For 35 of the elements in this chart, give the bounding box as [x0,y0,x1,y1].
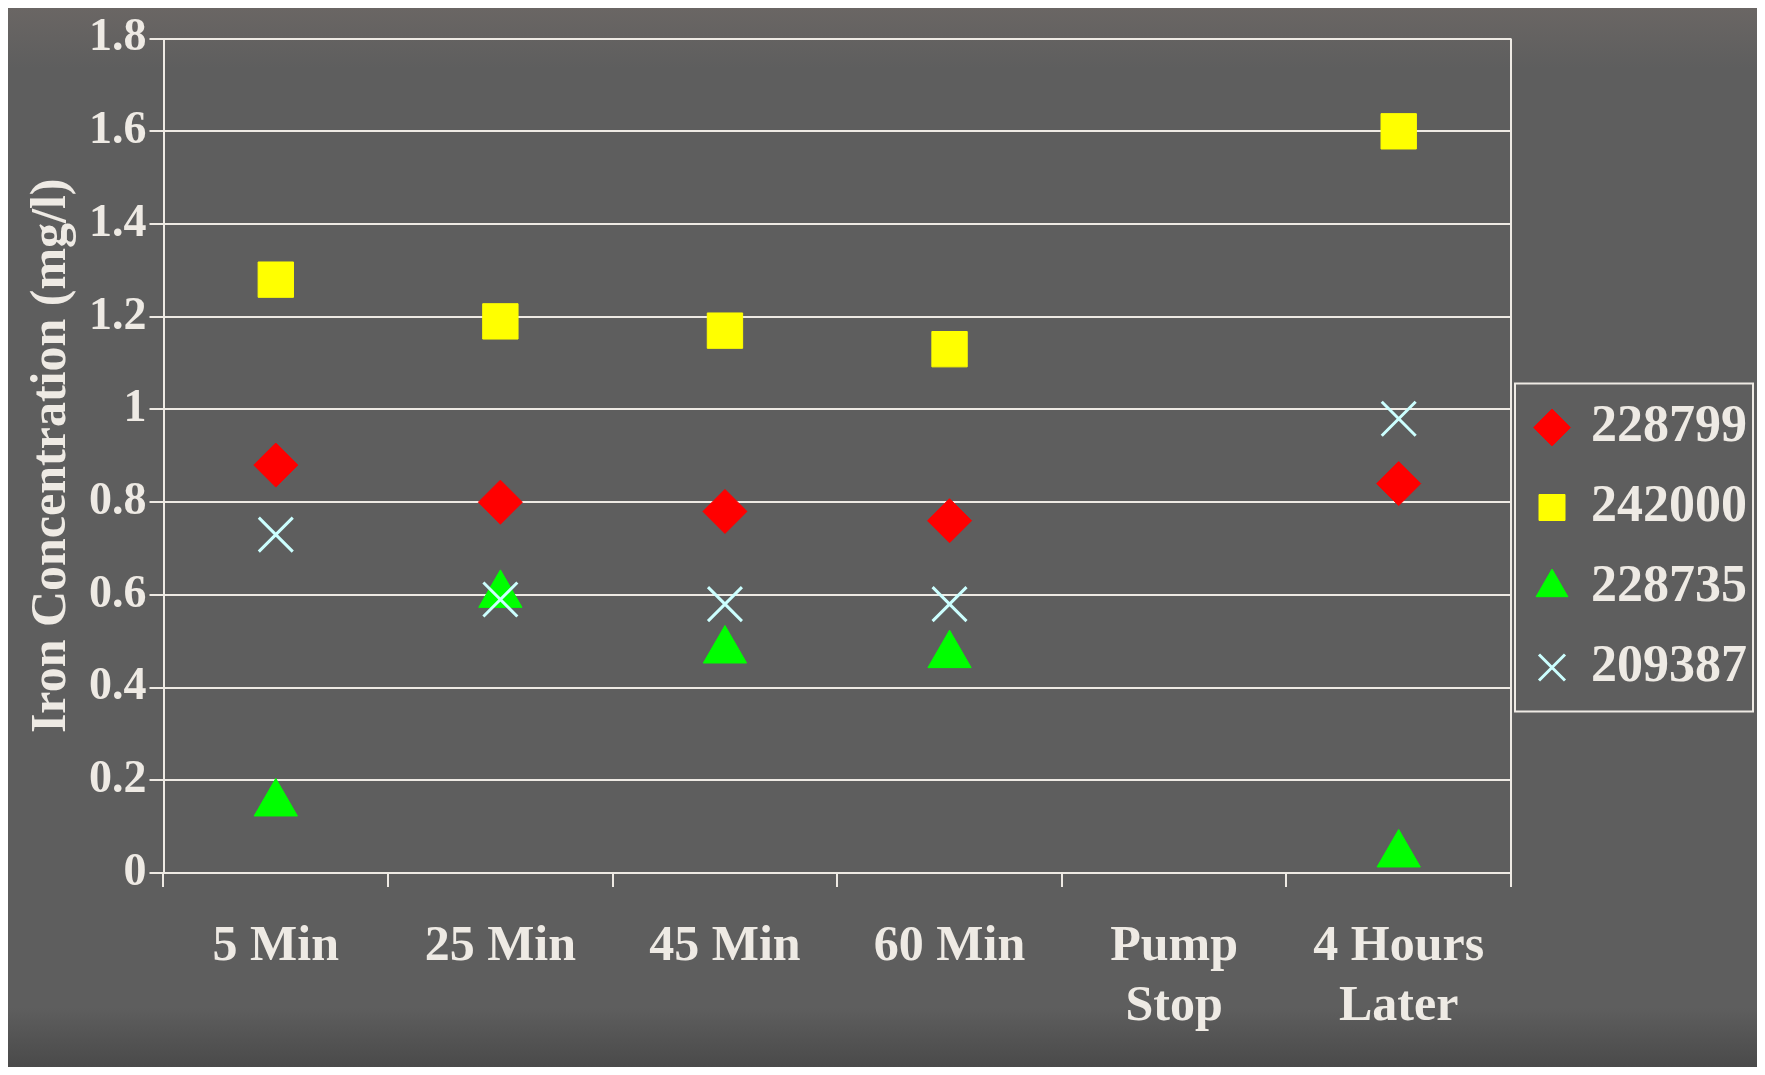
point [253,442,299,488]
x-tick-label: 25 Min [424,914,577,971]
point [1380,400,1418,438]
legend-label: 209387 [1591,634,1747,692]
y-tick-label: 1.8 [89,9,147,61]
point [931,331,968,368]
point [257,516,295,554]
y-tick-label: 0.8 [89,473,147,525]
x-tick-label: 4 Hours Later [1313,914,1485,1031]
point [482,303,519,340]
y-tick-label: 1.4 [89,194,147,246]
point [706,585,744,623]
point [702,488,748,534]
y-tick-label: 0.4 [89,658,147,710]
point [931,585,969,623]
y-tick-label: 1.2 [89,287,147,339]
point [706,312,744,349]
y-tick-label: 0 [123,843,147,895]
legend-label: 242000 [1591,474,1747,532]
x-tick-label: 45 Min [649,914,801,971]
y-tick-label: 0.2 [89,751,147,803]
legend-label: 228799 [1591,394,1747,452]
legend-label: 228735 [1591,554,1747,612]
y-tick-label: 1 [123,380,147,432]
y-tick-label: 0.6 [89,565,147,617]
point [927,498,973,544]
y-axis-title: Iron Concentration (mg/l) [19,178,76,734]
point [1380,113,1417,150]
point [477,479,523,525]
point [257,261,294,298]
x-tick-label: 60 Min [873,914,1026,971]
y-tick-label: 1.6 [89,102,147,154]
x-tick-label: Pump Stop [1110,914,1239,1031]
x-tick-label: 5 Min [212,914,340,971]
point [1376,461,1422,507]
